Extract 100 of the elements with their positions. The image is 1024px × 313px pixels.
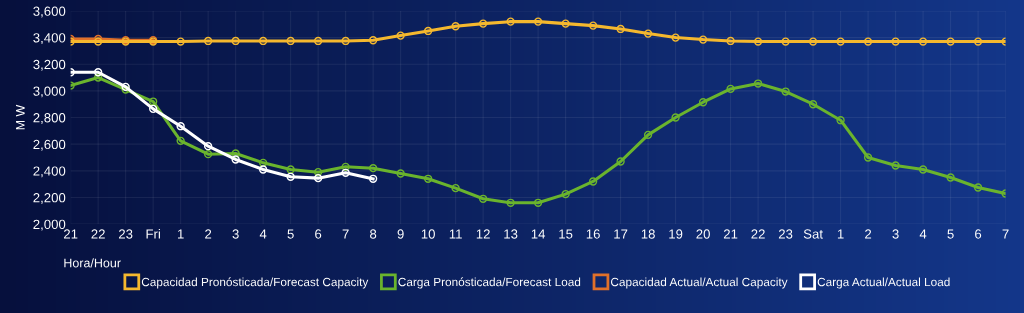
x-tick-label: Sat bbox=[803, 229, 823, 239]
point bbox=[231, 155, 240, 164]
point bbox=[148, 104, 158, 114]
point bbox=[781, 37, 790, 46]
point bbox=[478, 194, 488, 203]
point bbox=[891, 161, 900, 170]
x-tick-label: 22 bbox=[751, 229, 765, 239]
x-tick-label: 6 bbox=[975, 229, 982, 239]
point bbox=[533, 17, 543, 26]
point bbox=[286, 165, 295, 174]
x-tick-label: 19 bbox=[669, 229, 683, 239]
y-tick-label: 2,000 bbox=[33, 219, 66, 231]
point bbox=[643, 29, 653, 38]
point bbox=[946, 173, 955, 182]
x-tick-label: 21 bbox=[723, 229, 738, 239]
point bbox=[588, 21, 598, 30]
point bbox=[341, 36, 350, 46]
point bbox=[753, 37, 763, 46]
point bbox=[781, 87, 790, 96]
x-tick-label: 3 bbox=[892, 229, 899, 239]
point bbox=[368, 174, 378, 183]
point bbox=[368, 163, 378, 173]
point bbox=[176, 136, 185, 146]
x-tick-label: 22 bbox=[91, 229, 105, 239]
point bbox=[396, 31, 405, 40]
point bbox=[588, 177, 598, 186]
x-tick-label: 3 bbox=[232, 229, 239, 239]
x-tick-label: 17 bbox=[614, 229, 628, 239]
y-tick-label: 3,400 bbox=[33, 33, 66, 45]
x-tick-label: 16 bbox=[586, 229, 600, 239]
line-series bbox=[70, 68, 378, 183]
point bbox=[231, 36, 240, 46]
y-tick-label: 2,800 bbox=[33, 113, 66, 124]
point bbox=[258, 36, 268, 46]
point bbox=[313, 167, 323, 177]
x-tick-label: 10 bbox=[421, 229, 435, 239]
point bbox=[506, 198, 515, 207]
point bbox=[258, 158, 268, 167]
point bbox=[808, 37, 818, 46]
point bbox=[313, 173, 323, 183]
x-tick-label: 20 bbox=[696, 229, 710, 239]
point bbox=[891, 37, 900, 46]
x-tick-label: 13 bbox=[504, 229, 518, 239]
point bbox=[231, 149, 240, 158]
x-tick-label: 1 bbox=[177, 229, 184, 239]
x-tick-label: 23 bbox=[778, 229, 793, 239]
point bbox=[478, 19, 488, 28]
point bbox=[973, 183, 983, 192]
x-tick-label: 2 bbox=[205, 229, 212, 239]
x-tick-label: 15 bbox=[559, 229, 573, 239]
x-tick-label: 1 bbox=[837, 229, 844, 239]
point bbox=[396, 169, 405, 178]
x-tick-label: 7 bbox=[342, 229, 349, 239]
x-tick-label: 21 bbox=[63, 229, 78, 239]
point bbox=[753, 79, 763, 88]
point bbox=[203, 149, 213, 159]
x-tick-label: 8 bbox=[370, 229, 377, 239]
point bbox=[341, 168, 350, 177]
point bbox=[451, 183, 460, 193]
x-tick-label: 7 bbox=[1002, 229, 1009, 239]
point bbox=[726, 84, 735, 94]
point bbox=[616, 157, 625, 166]
point bbox=[313, 36, 323, 46]
legend-label: Carga Pronósticada/Forecast Load bbox=[398, 277, 581, 289]
x-tick-label: 11 bbox=[449, 229, 462, 239]
point bbox=[176, 122, 185, 131]
point bbox=[863, 153, 873, 162]
point bbox=[93, 68, 103, 77]
x-tick-label: 5 bbox=[287, 229, 294, 239]
point bbox=[148, 97, 158, 106]
x-tick-label: 6 bbox=[315, 229, 322, 239]
point bbox=[368, 36, 378, 45]
legend-label: Capacidad Pronósticada/Forecast Capacity bbox=[141, 277, 369, 289]
point bbox=[671, 33, 680, 42]
point bbox=[671, 113, 680, 122]
y-axis-title: M W bbox=[16, 104, 25, 130]
point bbox=[918, 165, 928, 174]
x-tick-label: 12 bbox=[476, 229, 490, 239]
y-tick-label: 3,600 bbox=[33, 6, 66, 18]
point bbox=[176, 37, 185, 46]
x-tick-label: 4 bbox=[259, 229, 267, 239]
point bbox=[918, 37, 928, 46]
point bbox=[836, 116, 845, 125]
point bbox=[286, 36, 295, 46]
point bbox=[341, 162, 350, 171]
point bbox=[561, 189, 570, 199]
point bbox=[286, 172, 295, 181]
x-tick-label: 2 bbox=[865, 229, 872, 239]
point bbox=[643, 130, 653, 140]
point bbox=[698, 35, 708, 44]
legend-label: Carga Actual/Actual Load bbox=[817, 277, 950, 289]
y-tick-label: 2,200 bbox=[33, 193, 66, 204]
legend-label: Capacidad Actual/Actual Capacity bbox=[611, 277, 788, 289]
point bbox=[863, 37, 873, 46]
point bbox=[93, 73, 103, 82]
x-tick-label: 5 bbox=[947, 229, 954, 239]
point bbox=[561, 19, 570, 28]
point bbox=[973, 37, 983, 46]
x-tick-label: 18 bbox=[641, 229, 655, 239]
x-tick-label: 9 bbox=[397, 229, 404, 239]
